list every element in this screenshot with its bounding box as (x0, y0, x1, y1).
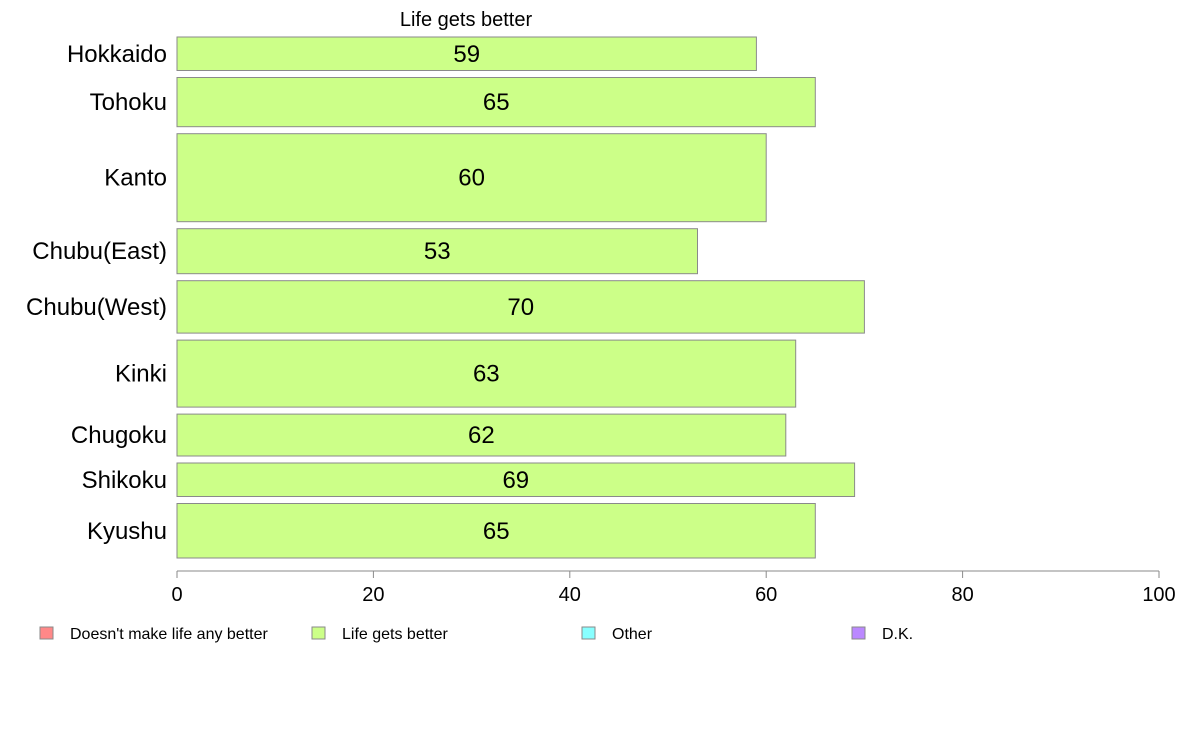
category-label: Shikoku (82, 467, 167, 494)
legend-swatch (851, 626, 866, 640)
legend-label: Other (612, 626, 653, 643)
category-label: Kanto (104, 165, 167, 192)
data-label: 69 (502, 467, 529, 494)
data-label: 60 (458, 165, 485, 192)
legend-label: Life gets better (342, 626, 449, 643)
bars-layer: Hokkaido 59 Tohoku 65 Kanto 60 Chubu(East) 53 Ch… (26, 36, 865, 559)
category-label: Kyushu (87, 518, 167, 545)
data-label: 65 (483, 89, 510, 116)
bar-chubu-east- (176, 228, 698, 275)
legend-swatch (581, 626, 596, 640)
legend-swatch (39, 626, 54, 640)
legend-swatch (311, 626, 326, 640)
bar-chugoku (176, 413, 787, 457)
category-label: Chubu(East) (32, 238, 167, 265)
x-tick-label: 60 (755, 584, 777, 606)
x-tick-label: 80 (951, 584, 973, 606)
chart-title: Life gets better (400, 9, 533, 31)
data-label: 62 (468, 422, 495, 449)
x-tick-label: 40 (559, 584, 581, 606)
category-label: Hokkaido (67, 41, 167, 68)
x-axis: 0 20 40 60 80 100 (171, 570, 1176, 606)
category-label: Tohoku (90, 89, 167, 116)
bar-kyushu (176, 503, 816, 559)
bar-kanto (176, 133, 767, 223)
x-tick-label: 20 (362, 584, 384, 606)
category-label: Chubu(West) (26, 294, 167, 321)
bar-tohoku (176, 77, 816, 128)
bar-kinki (176, 339, 797, 408)
x-tick-label: 100 (1142, 584, 1175, 606)
data-label: 59 (453, 41, 480, 68)
bar-hokkaido (176, 36, 757, 71)
data-label: 70 (507, 294, 534, 321)
category-label: Kinki (115, 361, 167, 388)
data-label: 53 (424, 238, 451, 265)
data-label: 65 (483, 518, 510, 545)
legend-label: D.K. (882, 626, 913, 643)
legend: Doesn't make life any better Life gets be… (39, 626, 913, 643)
bar-chubu-west- (176, 280, 865, 334)
data-label: 63 (473, 361, 500, 388)
x-tick-label: 0 (171, 584, 182, 606)
legend-label: Doesn't make life any better (70, 626, 268, 643)
bar-shikoku (176, 462, 856, 497)
category-label: Chugoku (71, 422, 167, 449)
